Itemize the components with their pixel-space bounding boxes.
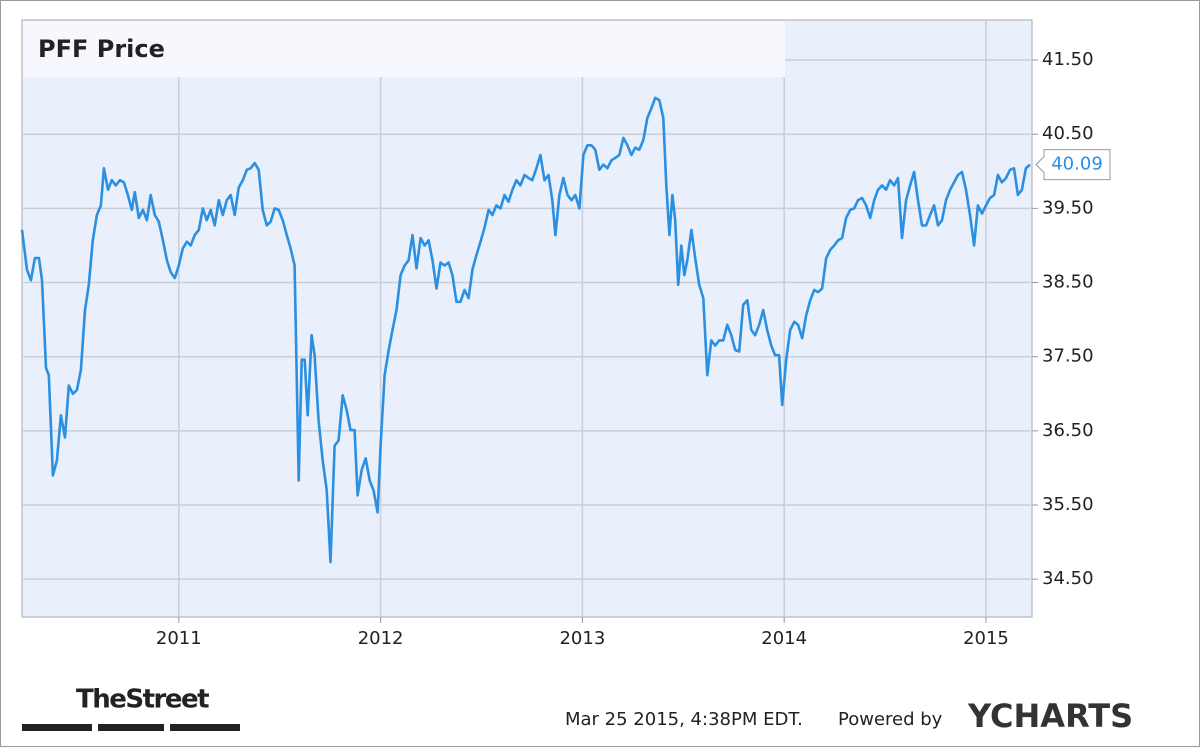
x-tick-label: 2015 (963, 628, 1009, 649)
price-line (20, 96, 1031, 564)
grid (22, 20, 1032, 617)
x-tick-label: 2012 (358, 628, 404, 649)
y-tick-label: 35.50 (1042, 494, 1094, 515)
chart-title: PFF Price (38, 35, 165, 63)
brand-bar (22, 724, 92, 731)
brand-bar (170, 724, 240, 731)
last-value-label: 40.09 (1051, 154, 1103, 175)
x-tick-label: 2011 (156, 628, 202, 649)
y-tick-label: 38.50 (1042, 272, 1094, 293)
y-tick-label: 36.50 (1042, 420, 1094, 441)
powered-by: Powered by (838, 709, 943, 730)
y-tick-label: 41.50 (1042, 49, 1094, 70)
plot-area (21, 19, 1033, 618)
last-value-box (1035, 149, 1111, 181)
title-box (23, 21, 785, 77)
x-tick-label: 2014 (761, 628, 807, 649)
y-tick-label: 34.50 (1042, 568, 1094, 589)
y-tick-label: 39.50 (1042, 197, 1094, 218)
marks (20, 96, 1031, 564)
x-tick-label: 2013 (559, 628, 605, 649)
y-tick-label: 40.50 (1042, 123, 1094, 144)
axis: 34.50 35.50 36.50 37.50 38.50 39.50 40.50 41.50… (156, 49, 1094, 649)
timestamp: Mar 25 2015, 4:38PM EDT. (565, 709, 803, 730)
brand-bar (98, 724, 164, 731)
brand: TheStreet (76, 685, 209, 715)
provider-logo: YCHARTS (967, 697, 1133, 735)
y-tick-label: 37.50 (1042, 346, 1094, 367)
